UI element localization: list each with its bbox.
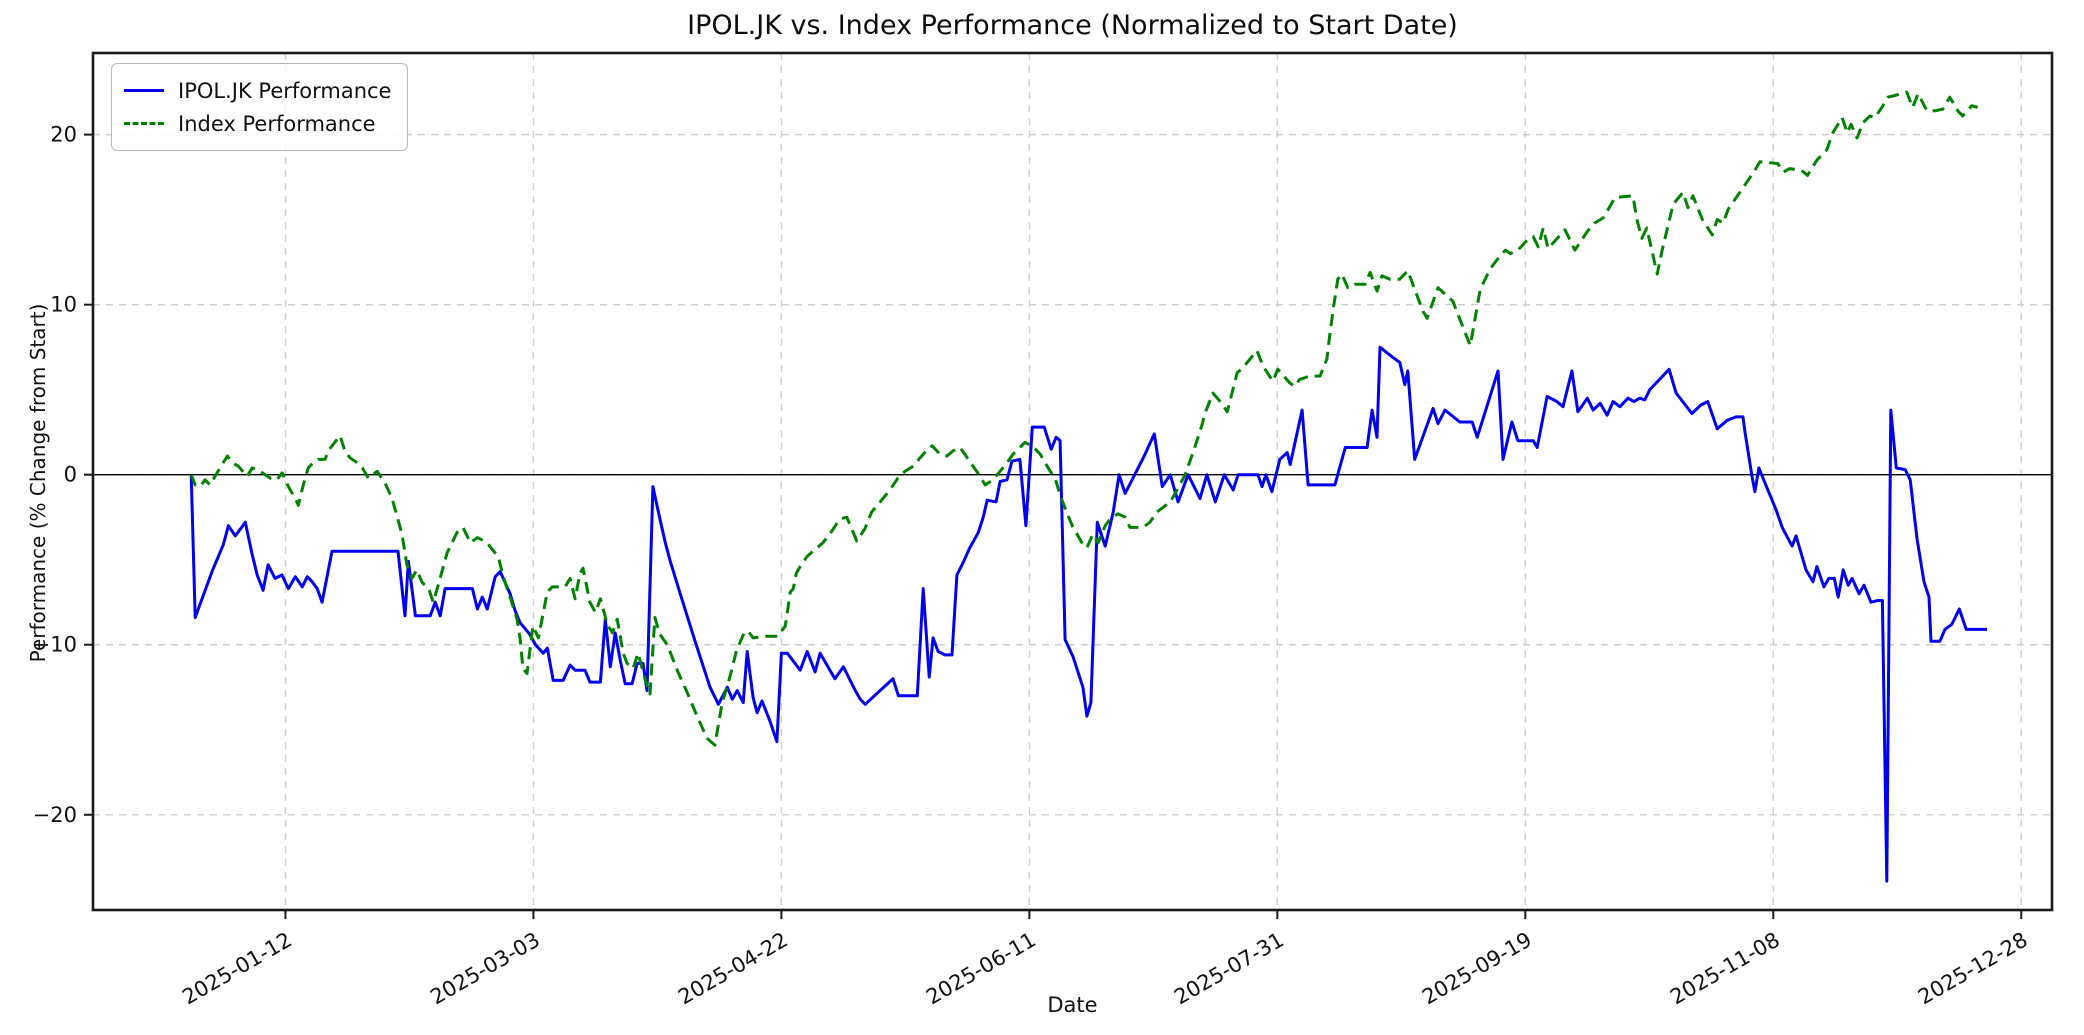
legend-item-ipol: IPOL.JK Performance xyxy=(124,74,391,107)
plot-frame xyxy=(91,51,2054,912)
legend: IPOL.JK Performance Index Performance xyxy=(111,63,409,151)
legend-label: Index Performance xyxy=(178,111,376,136)
y-tick-label: 0 xyxy=(64,463,77,487)
y-tick-label: −10 xyxy=(33,633,77,657)
legend-line-sample-dashed-icon xyxy=(124,122,164,125)
series-line-ipol xyxy=(189,345,1987,883)
chart-title: IPOL.JK vs. Index Performance (Normalize… xyxy=(687,10,1458,41)
legend-label: IPOL.JK Performance xyxy=(178,78,392,103)
y-tick-label: 20 xyxy=(50,123,77,147)
x-axis-label: Date xyxy=(1047,993,1098,1017)
y-tick-label: −20 xyxy=(33,803,77,827)
y-axis-label: Performance (% Change from Start) xyxy=(26,303,50,663)
legend-item-index: Index Performance xyxy=(124,107,391,140)
legend-line-sample-solid-icon xyxy=(124,89,164,92)
y-tick-label: 10 xyxy=(50,293,77,317)
series-line-index xyxy=(189,90,1979,747)
